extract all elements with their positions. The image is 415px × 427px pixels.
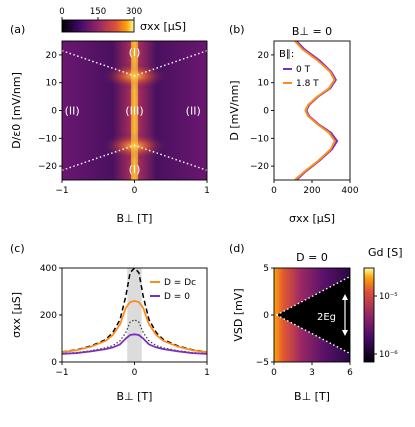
panel-a-x-tick-label: 1 xyxy=(204,186,210,196)
series-line-1.8T xyxy=(294,41,336,180)
colorbar-d: Gd [S] 10⁻⁵ 10⁻⁶ xyxy=(363,246,403,363)
legend-b-title: B∥: xyxy=(279,49,294,60)
panel-b-title: B⊥ = 0 xyxy=(292,25,332,38)
panel-c-x-tick-label: 1 xyxy=(204,368,210,378)
colorbar-a-gradient xyxy=(62,20,134,32)
shaded-band xyxy=(127,268,142,362)
panel-d-y-tick-label: 0 xyxy=(263,311,269,321)
region-label: (II) xyxy=(65,105,80,118)
panel-b-x-tick-label: 200 xyxy=(303,186,320,196)
boundary-line-top xyxy=(62,50,207,77)
panel-b-x-tick-label: 0 xyxy=(271,186,277,196)
gap-boundary-top xyxy=(276,275,350,316)
gap-arrow-head-bottom xyxy=(342,330,348,336)
panel-a-y-tick-label: 10 xyxy=(46,79,58,89)
panel-b-y-tick-label: 0 xyxy=(263,107,269,117)
gap-region xyxy=(276,276,350,354)
colorbar-d-frame xyxy=(363,267,375,363)
boundary-line-bottom xyxy=(62,144,207,171)
legend-b-label-1.8T: 1.8 T xyxy=(296,79,319,89)
colorbar-a: 0 150 300 σxx [μS] xyxy=(59,7,186,33)
colorbar-d-label: Gd [S] xyxy=(368,246,403,259)
series-line-dashed xyxy=(62,268,207,353)
panel-a-y-tick-label: −10 xyxy=(38,134,57,144)
panel-d-y-tick-label: −5 xyxy=(256,358,269,368)
panel-c-xlabel: B⊥ [T] xyxy=(117,390,153,403)
panel-b-y-tick-label: 10 xyxy=(258,79,270,89)
region-label: (I) xyxy=(129,163,141,176)
series-line-D-Dc xyxy=(62,299,207,353)
gap-boundary-bottom xyxy=(276,314,350,355)
colorbar-a-tick-label: 150 xyxy=(90,7,106,17)
panel-label-b: (b) xyxy=(229,23,245,36)
panel-c-y-tick-label: 0 xyxy=(51,358,57,368)
panel-a-xlabel: B⊥ [T] xyxy=(117,212,153,225)
panel-label-d: (d) xyxy=(229,242,245,255)
colorbar-d-gradient xyxy=(364,268,374,362)
panel-d: D = 0 2Eg 0 3 650−5 B⊥ [T] VSD [mV] Gd [S]… xyxy=(232,246,403,403)
heatmap-a-center-stripe xyxy=(131,41,138,180)
panel-b-frame xyxy=(273,40,351,181)
gap-arrow-head-top xyxy=(342,294,348,300)
legend-b-label-0T: 0 T xyxy=(296,65,311,75)
panel-a-y-tick-label: 0 xyxy=(51,107,57,117)
gap-label: 2Eg xyxy=(317,312,336,323)
panel-a-x-tick-label: −1 xyxy=(55,186,68,196)
region-label: (II) xyxy=(186,105,201,118)
panel-d-x-tick-label: 0 xyxy=(271,368,277,378)
panel-c-x-tick-label: −1 xyxy=(55,368,68,378)
colorbar-d-tick-label: 10⁻⁶ xyxy=(379,350,398,360)
panel-a-y-tick-label: 20 xyxy=(46,51,58,61)
panel-b-xlabel: σxx [μS] xyxy=(289,212,335,225)
panel-c-y-tick-label: 400 xyxy=(40,264,57,274)
colorbar-a-label: σxx [μS] xyxy=(140,20,186,33)
legend-b: B∥: 0 T 1.8 T xyxy=(279,49,319,89)
panel-d-x-tick-label: 6 xyxy=(347,368,353,378)
panel-b-y-tick-label: 20 xyxy=(258,51,270,61)
legend-c-label-D0: D = 0 xyxy=(164,292,190,302)
panel-d-y-tick-label: 5 xyxy=(263,264,269,274)
panel-b-y-tick-label: −10 xyxy=(250,134,269,144)
colorbar-a-tick-label: 0 xyxy=(59,7,64,17)
panel-a-ylabel: D/ε0 [mV/nm] xyxy=(10,72,23,149)
panel-b-y-tick-label: −20 xyxy=(250,162,269,172)
panel-b-ylabel: D [mV/nm] xyxy=(228,80,241,140)
colorbar-d-tick-label: 10⁻⁵ xyxy=(379,292,398,302)
panel-b-x-tick-label: 400 xyxy=(341,186,358,196)
panel-a-y-tick-label: −20 xyxy=(38,162,57,172)
series-line-0T xyxy=(295,41,339,180)
panel-c-ylabel: σxx [μS] xyxy=(10,292,23,338)
panel-d-xlabel: B⊥ [T] xyxy=(294,390,330,403)
series-line-D-0 xyxy=(62,333,207,355)
panel-a-x-tick-label: 0 xyxy=(132,186,138,196)
panel-d-x-tick-label: 3 xyxy=(309,368,315,378)
region-label: (I) xyxy=(129,46,141,59)
panel-d-ylabel: VSD [mV] xyxy=(232,288,245,341)
panel-label-a: (a) xyxy=(10,23,25,36)
panel-c-x-tick-label: 0 xyxy=(132,368,138,378)
panel-c-y-tick-label: 200 xyxy=(40,311,57,321)
colorbar-a-tick-label: 300 xyxy=(126,7,142,17)
legend-c: D = Dc D = 0 xyxy=(150,278,196,302)
legend-c-label-Dc: D = Dc xyxy=(164,278,196,288)
series-line-dotted xyxy=(62,319,207,355)
region-label: (III) xyxy=(125,105,143,118)
panel-label-c: (c) xyxy=(10,242,25,255)
panel-d-title: D = 0 xyxy=(296,251,328,264)
